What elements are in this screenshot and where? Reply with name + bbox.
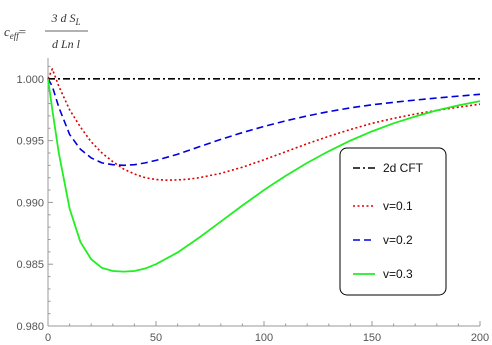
legend-entry-label: v=0.3 xyxy=(383,267,413,281)
x-tick-label: 50 xyxy=(150,332,162,344)
y-tick-label: 1.000 xyxy=(16,74,44,86)
legend-box xyxy=(339,147,447,296)
ylabel-numerator: 3 d S xyxy=(50,11,75,25)
y-axis-label: ceff= 3 d SL d Ln l xyxy=(4,11,88,51)
legend-entry-label: v=0.2 xyxy=(383,233,413,247)
y-tick-label: 0.980 xyxy=(16,321,44,333)
svg-text:ceff=: ceff= xyxy=(4,24,26,41)
x-tick-label: 0 xyxy=(45,332,51,344)
legend: 2d CFT v=0.1 v=0.2 v=0.3 xyxy=(339,147,447,296)
y-tick-label: 0.985 xyxy=(16,259,44,271)
x-tick-label: 150 xyxy=(363,332,381,344)
axes: 0 50 100 150 200 0.980 0.985 0.990 0.995 1.000 xyxy=(16,58,489,344)
series-line-3 xyxy=(47,78,481,167)
x-tick-label: 100 xyxy=(255,332,273,344)
ylabel-lhs: c xyxy=(4,24,10,39)
x-tick-label: 200 xyxy=(471,332,489,344)
svg-text:3 d SL: 3 d SL xyxy=(50,11,80,27)
ylabel-equals: = xyxy=(19,24,26,39)
y-tick-label: 0.990 xyxy=(16,197,44,209)
series-layer xyxy=(47,68,481,273)
series-line-4 xyxy=(47,78,481,273)
legend-entry-label: v=0.1 xyxy=(383,199,413,213)
ylabel-lhs-sub: eff xyxy=(10,31,20,41)
legend-entry-label: 2d CFT xyxy=(383,161,424,175)
series-line-2 xyxy=(47,68,481,181)
ylabel-numerator-sub: L xyxy=(74,17,80,27)
ylabel-denominator: d Ln l xyxy=(52,37,81,51)
y-tick-label: 0.995 xyxy=(16,136,44,148)
